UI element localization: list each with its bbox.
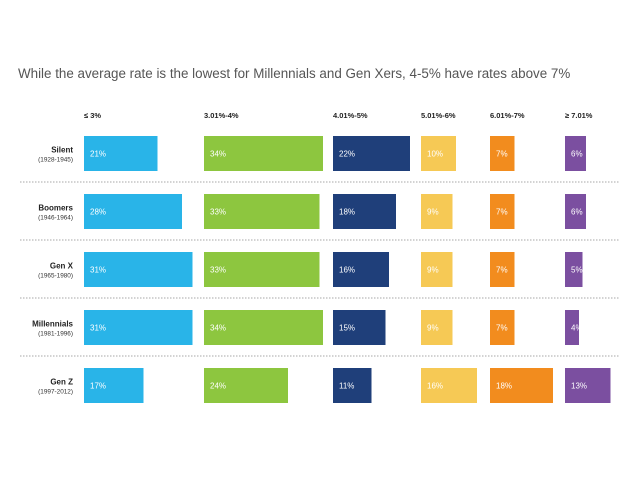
bar-value-label: 7% xyxy=(496,150,508,159)
bar xyxy=(333,252,389,287)
row-label: Boomers xyxy=(38,204,73,213)
row-label: Gen X xyxy=(50,262,74,271)
row-years: (1997-2012) xyxy=(38,389,73,396)
bar-value-label: 15% xyxy=(339,324,355,333)
bar-value-label: 10% xyxy=(427,150,443,159)
row-years: (1965-1980) xyxy=(38,273,73,280)
column-header: 6.01%-7% xyxy=(490,111,525,120)
bar xyxy=(421,310,453,345)
bar-value-label: 11% xyxy=(339,382,354,391)
bar-value-label: 31% xyxy=(90,324,106,333)
bar xyxy=(84,194,182,229)
bar xyxy=(333,368,372,403)
bar-value-label: 9% xyxy=(427,324,439,333)
bar-value-label: 7% xyxy=(496,266,508,275)
bar-value-label: 18% xyxy=(496,382,512,391)
bar-value-label: 16% xyxy=(339,266,355,275)
bar xyxy=(490,194,515,229)
column-header: ≤ 3% xyxy=(84,111,101,120)
bar xyxy=(490,136,515,171)
row-years: (1928-1945) xyxy=(38,157,73,164)
column-headers: ≤ 3% 3.01%-4% 4.01%-5% 5.01%-6% 6.01%-7% ≥ 7.… xyxy=(84,111,593,120)
chart-title: While the average rate is the lowest for… xyxy=(18,66,571,81)
bar xyxy=(565,194,586,229)
bar xyxy=(421,136,456,171)
bar xyxy=(565,368,611,403)
row-years: (1981-1996) xyxy=(38,331,73,338)
bar-value-label: 31% xyxy=(90,266,106,275)
column-header: ≥ 7.01% xyxy=(565,111,593,120)
bar xyxy=(333,310,386,345)
column-header: 4.01%-5% xyxy=(333,111,368,120)
bar xyxy=(84,368,144,403)
bar xyxy=(333,136,410,171)
bar xyxy=(204,136,323,171)
row-labels: Silent (1928-1945) Boomers (1946-1964) Gen X… xyxy=(32,146,74,396)
row-years: (1946-1964) xyxy=(38,215,73,222)
bar xyxy=(204,252,320,287)
bar-value-label: 34% xyxy=(210,150,226,159)
bar-value-label: 34% xyxy=(210,324,226,333)
bar-value-label: 13% xyxy=(571,382,587,391)
bar-value-label: 4% xyxy=(571,324,583,333)
bar-value-label: 21% xyxy=(90,150,106,159)
bar-value-label: 16% xyxy=(427,382,443,391)
bar xyxy=(84,252,193,287)
column-header: 5.01%-6% xyxy=(421,111,456,120)
bar xyxy=(421,194,453,229)
bar-value-label: 7% xyxy=(496,208,508,217)
bar-value-label: 18% xyxy=(339,208,355,217)
bar-value-label: 24% xyxy=(210,382,226,391)
bar xyxy=(421,368,477,403)
row-label: Silent xyxy=(51,146,73,155)
bar xyxy=(84,136,158,171)
bar xyxy=(490,310,515,345)
bars: 21% 28% 31% 31% 17% 34% 33% 33% 34% 24% 22% 18% 16% 1… xyxy=(84,136,611,403)
bar-value-label: 7% xyxy=(496,324,508,333)
bar xyxy=(565,136,586,171)
bar-value-label: 22% xyxy=(339,150,355,159)
bar-value-label: 33% xyxy=(210,266,226,275)
bar-value-label: 5% xyxy=(571,266,583,275)
bar-value-label: 6% xyxy=(571,150,583,159)
bar-value-label: 6% xyxy=(571,208,583,217)
bar-value-label: 28% xyxy=(90,208,106,217)
bar xyxy=(204,194,320,229)
bar xyxy=(204,368,288,403)
column-header: 3.01%-4% xyxy=(204,111,239,120)
bar xyxy=(565,310,579,345)
bar xyxy=(204,310,323,345)
bar-value-label: 33% xyxy=(210,208,226,217)
bar xyxy=(421,252,453,287)
bar xyxy=(490,368,553,403)
bar-value-label: 17% xyxy=(90,382,106,391)
bar xyxy=(84,310,193,345)
bar-value-label: 9% xyxy=(427,266,439,275)
row-dividers xyxy=(20,181,620,357)
row-label: Gen Z xyxy=(50,378,73,387)
row-label: Millennials xyxy=(32,320,73,329)
bar xyxy=(333,194,396,229)
bar xyxy=(490,252,515,287)
bar xyxy=(565,252,583,287)
bar-value-label: 9% xyxy=(427,208,439,217)
